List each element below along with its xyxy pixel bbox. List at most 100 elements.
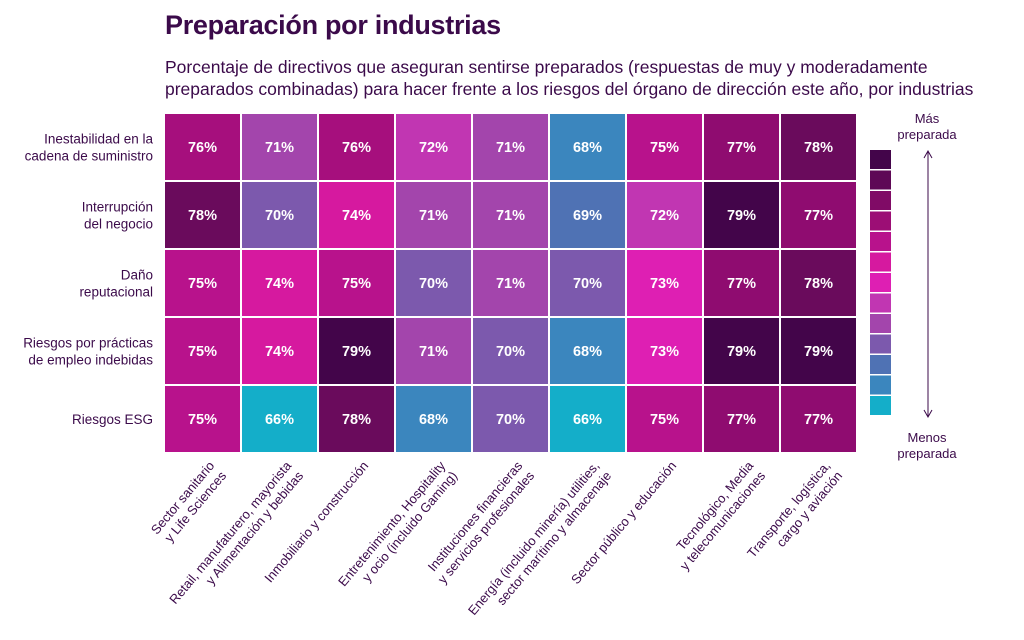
legend-swatch bbox=[870, 191, 891, 210]
legend-arrow-up-icon bbox=[923, 149, 933, 159]
cell-value-label: 78% bbox=[188, 208, 217, 224]
cell-value-label: 78% bbox=[804, 276, 833, 292]
heatmap-cell bbox=[242, 250, 317, 316]
legend-low-label-line: preparada bbox=[897, 446, 957, 461]
cell-value-label: 72% bbox=[650, 208, 679, 224]
cell-value-label: 75% bbox=[650, 140, 679, 156]
legend-high-label: Más preparada bbox=[897, 111, 957, 142]
row-label-line: de empleo indebidas bbox=[28, 353, 153, 368]
heatmap-cell bbox=[165, 250, 240, 316]
legend-swatch bbox=[870, 396, 891, 415]
column-label: Sector sanitarioy Life Sciences bbox=[148, 458, 230, 547]
cell-value-label: 75% bbox=[650, 412, 679, 428]
heatmap-cell bbox=[781, 318, 856, 384]
cell-value-label: 74% bbox=[265, 276, 294, 292]
heatmap-cell bbox=[704, 114, 779, 180]
legend-swatch bbox=[870, 375, 891, 395]
heatmap-cell bbox=[473, 318, 548, 384]
legend-swatch bbox=[870, 273, 891, 292]
cell-value-label: 79% bbox=[727, 344, 756, 360]
legend-swatch bbox=[870, 150, 891, 169]
cell-value-label: 77% bbox=[804, 412, 833, 428]
row-label-line: Daño bbox=[121, 268, 153, 283]
cell-value-label: 77% bbox=[727, 140, 756, 156]
heatmap-cell bbox=[396, 114, 471, 180]
heatmap-cell bbox=[627, 182, 702, 248]
heatmap-cell bbox=[396, 250, 471, 316]
cell-value-label: 71% bbox=[265, 140, 294, 156]
cell-value-label: 75% bbox=[188, 276, 217, 292]
row-label-line: Interrupción bbox=[82, 200, 153, 215]
heatmap-cell bbox=[319, 386, 394, 452]
row-label-line: reputacional bbox=[79, 285, 153, 300]
cell-value-label: 79% bbox=[342, 344, 371, 360]
column-label-line: Retail, manufaturero, mayorista bbox=[166, 458, 295, 607]
cell-value-label: 79% bbox=[727, 208, 756, 224]
heatmap-cell bbox=[627, 318, 702, 384]
cell-value-label: 73% bbox=[650, 344, 679, 360]
legend-swatch bbox=[870, 293, 891, 313]
row-label-line: cadena de suministro bbox=[25, 149, 153, 164]
row-label: Riesgos por prácticas de empleo indebidas bbox=[23, 336, 153, 368]
legend-high-label-line: Más bbox=[915, 111, 940, 126]
cell-value-label: 78% bbox=[804, 140, 833, 156]
heatmap-cell bbox=[627, 250, 702, 316]
heatmap-cell bbox=[550, 114, 625, 180]
heatmap-cell bbox=[242, 318, 317, 384]
cell-value-label: 72% bbox=[419, 140, 448, 156]
cell-value-label: 71% bbox=[496, 276, 525, 292]
legend-arrow-down-icon bbox=[923, 409, 933, 419]
heatmap-cell bbox=[473, 250, 548, 316]
cell-value-label: 75% bbox=[342, 276, 371, 292]
row-label-line: Riesgos ESG bbox=[72, 412, 153, 427]
row-label-line: Riesgos por prácticas bbox=[23, 336, 153, 351]
row-label: Interrupción del negocio bbox=[82, 200, 153, 232]
row-label: Inestabilidad en la cadena de suministro bbox=[25, 132, 154, 164]
legend-low-label: Menos preparada bbox=[897, 430, 957, 461]
column-label: Energía (incluido minería) utilities,sec… bbox=[465, 458, 614, 628]
legend-swatch bbox=[870, 314, 891, 333]
cell-value-label: 77% bbox=[727, 276, 756, 292]
chart-title: Preparación por industrias bbox=[165, 10, 501, 40]
heatmap-cell bbox=[473, 182, 548, 248]
legend-swatch bbox=[870, 252, 891, 272]
heatmap-cell bbox=[242, 386, 317, 452]
legend-swatch bbox=[870, 355, 891, 374]
heatmap-cell bbox=[319, 182, 394, 248]
legend-low-label-line: Menos bbox=[907, 430, 947, 445]
row-label: Riesgos ESG bbox=[72, 412, 153, 427]
cell-value-label: 70% bbox=[496, 412, 525, 428]
cell-value-label: 66% bbox=[265, 412, 294, 428]
heatmap-cell bbox=[781, 386, 856, 452]
heatmap-cell bbox=[319, 114, 394, 180]
legend-swatch bbox=[870, 232, 891, 251]
cell-value-label: 70% bbox=[265, 208, 294, 224]
cell-value-label: 78% bbox=[342, 412, 371, 428]
cell-value-label: 70% bbox=[419, 276, 448, 292]
heatmap-cell bbox=[319, 250, 394, 316]
heatmap-cell bbox=[319, 318, 394, 384]
cell-value-label: 75% bbox=[188, 344, 217, 360]
heatmap-cell bbox=[242, 114, 317, 180]
heatmap-cell bbox=[165, 386, 240, 452]
cell-value-label: 76% bbox=[188, 140, 217, 156]
cell-value-label: 74% bbox=[342, 208, 371, 224]
cell-value-label: 73% bbox=[650, 276, 679, 292]
cell-value-label: 75% bbox=[188, 412, 217, 428]
cell-value-label: 79% bbox=[804, 344, 833, 360]
row-label: Daño reputacional bbox=[79, 268, 153, 300]
cell-value-label: 68% bbox=[419, 412, 448, 428]
heatmap-cell bbox=[165, 182, 240, 248]
heatmap-cell bbox=[781, 250, 856, 316]
chart-subtitle: Porcentaje de directivos que aseguran se… bbox=[165, 57, 974, 99]
cell-value-label: 77% bbox=[804, 208, 833, 224]
heatmap-cell bbox=[627, 386, 702, 452]
cell-value-label: 74% bbox=[265, 344, 294, 360]
row-label-line: del negocio bbox=[84, 217, 153, 232]
heatmap-cell bbox=[704, 250, 779, 316]
heatmap-cell bbox=[550, 386, 625, 452]
heatmap-cell bbox=[473, 386, 548, 452]
cell-value-label: 71% bbox=[496, 208, 525, 224]
cell-value-label: 69% bbox=[573, 208, 602, 224]
